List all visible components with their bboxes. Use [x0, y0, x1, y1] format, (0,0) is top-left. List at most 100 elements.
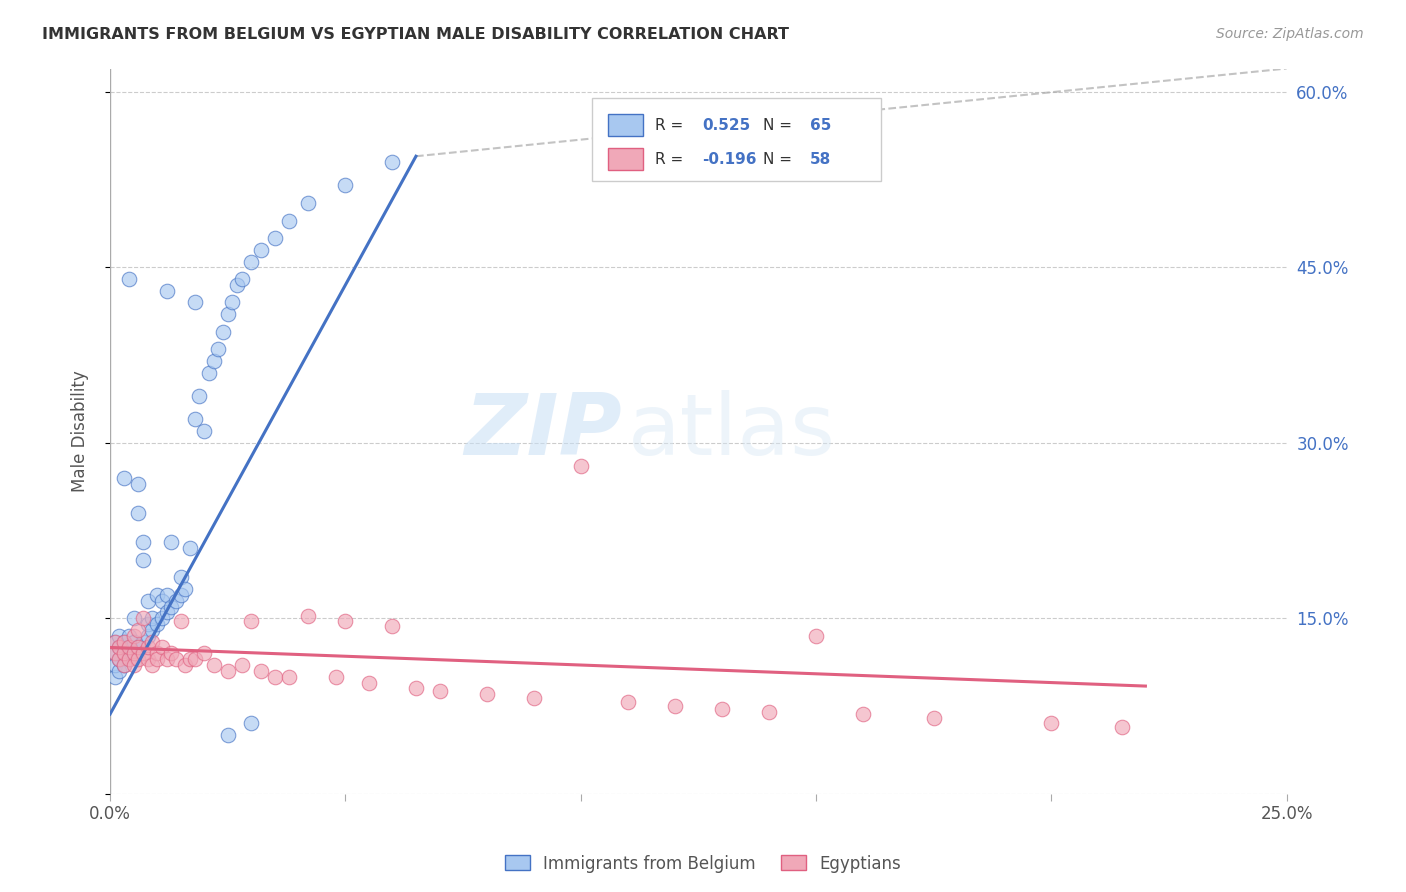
Point [231, 658, 253, 673]
Text: IMMIGRANTS FROM BELGIUM VS EGYPTIAN MALE DISABILITY CORRELATION CHART: IMMIGRANTS FROM BELGIUM VS EGYPTIAN MALE… [42, 27, 789, 42]
Point [217, 664, 239, 678]
Point [136, 640, 159, 655]
Point [335, 178, 357, 193]
Point [217, 728, 239, 742]
Point [104, 646, 127, 660]
Point [122, 658, 145, 673]
Point [429, 683, 451, 698]
Text: N =: N = [763, 152, 797, 167]
Point [146, 588, 169, 602]
Point [249, 664, 271, 678]
Point [127, 640, 149, 655]
Point [112, 634, 135, 648]
Point [118, 652, 141, 666]
Point [108, 664, 131, 678]
Point [325, 670, 347, 684]
Point [184, 295, 207, 310]
Point [231, 272, 253, 286]
Y-axis label: Male Disability: Male Disability [72, 370, 89, 492]
Text: N =: N = [763, 118, 797, 133]
Point [523, 690, 546, 705]
Point [132, 535, 155, 549]
Text: R =: R = [655, 152, 688, 167]
Point [104, 646, 127, 660]
Point [150, 593, 173, 607]
Point [221, 295, 243, 310]
Point [207, 343, 229, 357]
Point [193, 646, 215, 660]
Point [132, 553, 155, 567]
Point [122, 646, 145, 660]
Point [136, 593, 159, 607]
Point [112, 658, 135, 673]
Point [127, 506, 149, 520]
Point [112, 471, 135, 485]
Point [122, 629, 145, 643]
Point [335, 614, 357, 628]
Text: ZIP: ZIP [464, 390, 621, 473]
Point [132, 611, 155, 625]
Point [150, 611, 173, 625]
Point [179, 541, 201, 555]
Point [136, 617, 159, 632]
Point [297, 608, 319, 623]
Point [146, 652, 169, 666]
Point [155, 606, 177, 620]
Point [108, 629, 131, 643]
Point [202, 354, 225, 368]
Point [150, 640, 173, 655]
Point [155, 284, 177, 298]
Point [169, 614, 191, 628]
Point [112, 658, 135, 673]
Point [104, 670, 127, 684]
Point [108, 640, 131, 655]
Point [405, 681, 427, 696]
Point [198, 366, 221, 380]
FancyBboxPatch shape [592, 97, 880, 181]
Text: R =: R = [655, 118, 688, 133]
Point [263, 231, 285, 245]
Point [122, 634, 145, 648]
Point [165, 652, 187, 666]
Point [108, 640, 131, 655]
Point [226, 277, 249, 292]
Point [160, 646, 183, 660]
Legend: Immigrants from Belgium, Egyptians: Immigrants from Belgium, Egyptians [498, 848, 908, 880]
Point [104, 658, 127, 673]
Point [249, 243, 271, 257]
Point [710, 702, 733, 716]
Point [118, 629, 141, 643]
Point [184, 652, 207, 666]
Point [127, 652, 149, 666]
Point [160, 535, 183, 549]
Point [277, 670, 299, 684]
Point [141, 611, 163, 625]
Point [112, 646, 135, 660]
Point [217, 307, 239, 321]
FancyBboxPatch shape [607, 148, 643, 170]
Point [212, 325, 235, 339]
Point [184, 412, 207, 426]
Point [118, 640, 141, 655]
Point [146, 617, 169, 632]
Point [381, 619, 404, 633]
Text: 58: 58 [810, 152, 831, 167]
Point [141, 634, 163, 648]
Point [118, 272, 141, 286]
Point [118, 640, 141, 655]
Point [758, 705, 780, 719]
Point [569, 459, 592, 474]
Point [155, 652, 177, 666]
Point [136, 629, 159, 643]
Point [202, 658, 225, 673]
Point [1111, 720, 1133, 734]
Text: -0.196: -0.196 [702, 152, 756, 167]
Point [174, 582, 197, 596]
Point [381, 155, 404, 169]
Point [616, 695, 638, 709]
Point [357, 675, 380, 690]
Text: atlas: atlas [627, 390, 835, 473]
Point [263, 670, 285, 684]
Point [804, 629, 827, 643]
Point [240, 716, 263, 731]
